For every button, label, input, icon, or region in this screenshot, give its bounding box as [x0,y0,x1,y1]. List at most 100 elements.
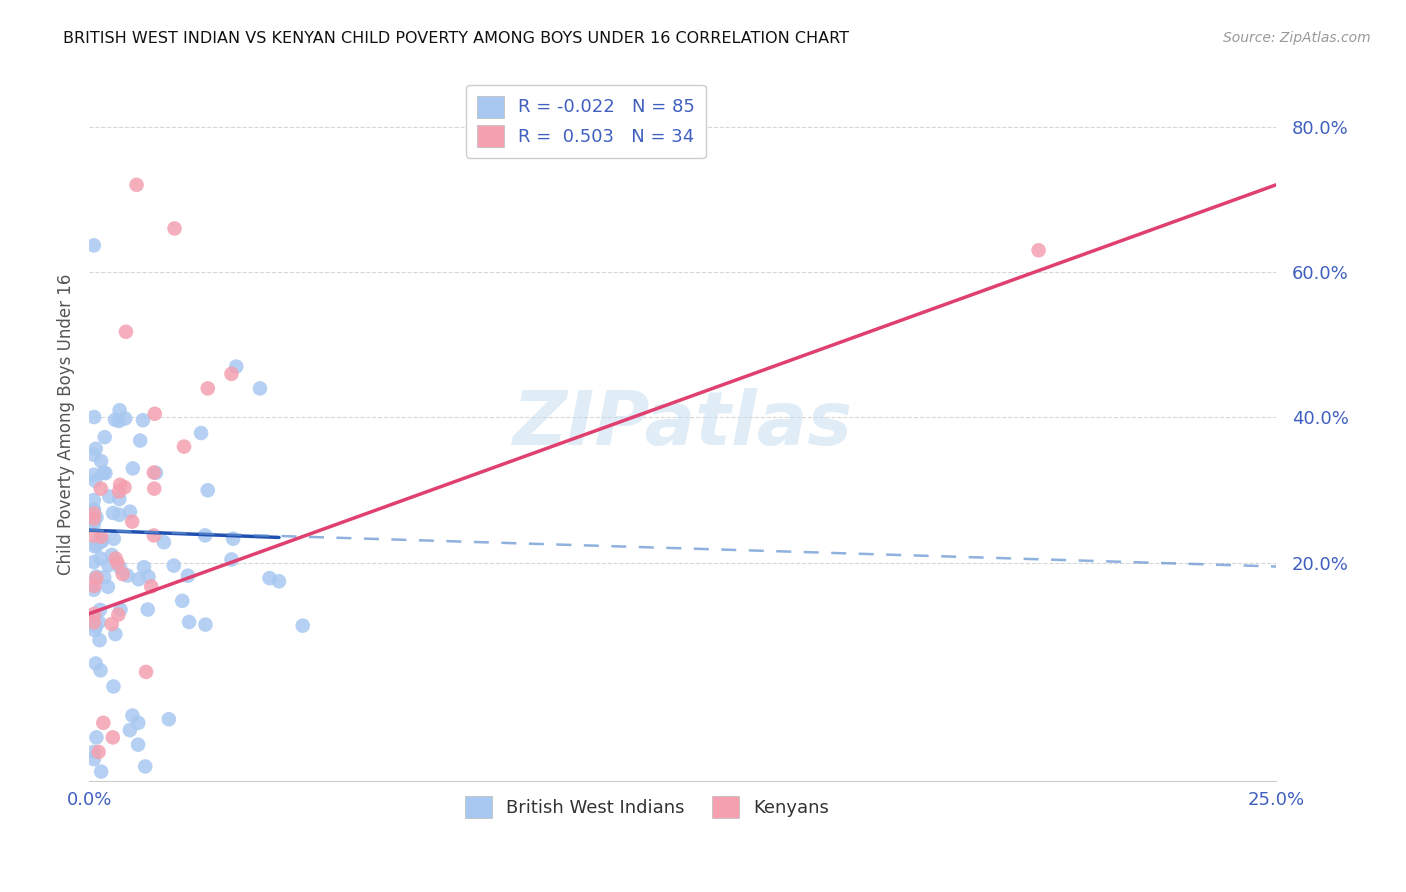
Point [97,580,120,594]
Point [142,528,165,542]
Point [143,407,166,421]
Point [194,528,217,542]
Point [83,514,105,528]
Point [142,466,165,480]
Point [83,582,105,597]
Point [83,539,105,553]
Point [90,534,112,549]
Point [97,558,120,573]
Point [83,517,105,532]
Point [83,503,105,517]
Point [114,480,136,494]
Point [101,506,124,520]
Point [83,752,105,766]
Point [163,558,186,573]
Point [84,619,107,633]
Point [118,505,141,519]
Point [89,633,111,648]
Point [93,570,115,584]
Point [249,381,271,395]
Y-axis label: Child Poverty Among Boys Under 16: Child Poverty Among Boys Under 16 [58,274,75,575]
Point [138,570,160,584]
Point [259,571,281,585]
Point [111,566,134,581]
Point [136,602,159,616]
Point [135,665,157,679]
Point [89,603,111,617]
Point [83,607,105,621]
Point [90,454,112,468]
Point [83,507,105,521]
Point [194,617,217,632]
Point [117,568,139,582]
Point [108,560,131,574]
Point [91,533,114,548]
Point [86,731,108,745]
Point [121,708,143,723]
Point [101,731,124,745]
Point [90,551,112,566]
Point [104,627,127,641]
Point [83,493,105,508]
Point [87,745,110,759]
Point [89,663,111,677]
Point [221,552,243,566]
Point [190,425,212,440]
Point [177,615,200,629]
Point [90,530,112,544]
Point [222,532,245,546]
Point [83,555,105,569]
Point [100,617,122,632]
Point [221,367,243,381]
Text: ZIPatlas: ZIPatlas [513,388,852,461]
Point [83,579,105,593]
Point [121,515,143,529]
Point [84,657,107,671]
Point [225,359,247,374]
Point [110,602,132,616]
Point [83,623,105,637]
Point [128,572,150,586]
Point [127,715,149,730]
Point [83,745,105,759]
Point [107,607,129,622]
Point [143,482,166,496]
Point [108,478,131,492]
Point [83,467,105,482]
Point [90,482,112,496]
Point [197,483,219,498]
Point [83,502,105,516]
Point [108,491,131,506]
Point [267,574,290,589]
Point [173,440,195,454]
Point [98,490,121,504]
Point [84,571,107,585]
Point [118,723,141,738]
Point [108,484,131,499]
Point [107,556,129,570]
Point [84,474,107,488]
Point [104,551,127,566]
Point [132,413,155,427]
Point [121,461,143,475]
Point [177,568,200,582]
Point [83,529,105,543]
Point [153,535,176,549]
Point [145,466,167,480]
Point [83,511,105,525]
Text: Source: ZipAtlas.com: Source: ZipAtlas.com [1223,31,1371,45]
Point [103,680,125,694]
Point [134,759,156,773]
Point [94,466,117,480]
Point [86,510,108,524]
Point [114,411,136,425]
Point [129,434,152,448]
Point [83,609,105,624]
Point [172,594,194,608]
Point [108,508,131,522]
Point [291,618,314,632]
Point [91,715,114,730]
Point [1028,244,1050,258]
Point [125,178,148,192]
Point [104,413,127,427]
